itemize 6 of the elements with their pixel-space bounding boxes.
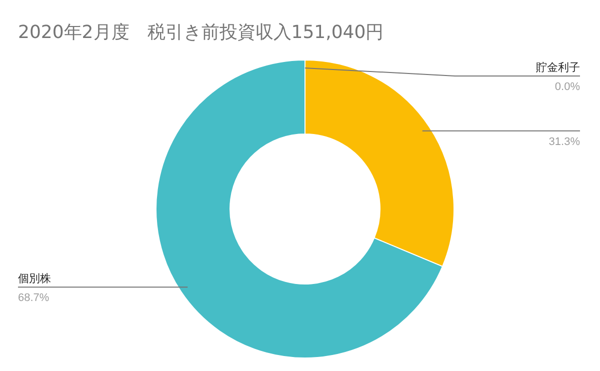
category-label: 貯金利子 (536, 61, 580, 74)
data-label: 68.7% (18, 292, 50, 304)
chart-title: 2020年2月度 税引き前投資収入151,040円 (18, 21, 384, 44)
text: 0.0% (554, 81, 580, 93)
data-label: 31.3% (548, 136, 580, 148)
slice-label: 個別株 (18, 272, 51, 286)
